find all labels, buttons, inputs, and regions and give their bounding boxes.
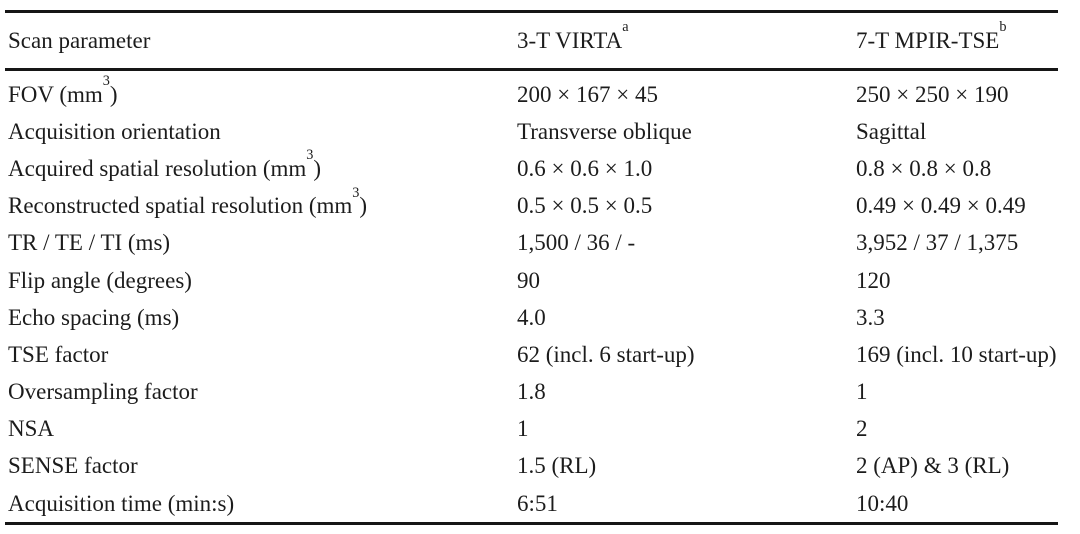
- table-row-acquisition-time: Acquisition time (min:s) 6:51 10:40: [5, 485, 1058, 522]
- table-row-reconstructed-resolution: Reconstructed spatial resolution (mm3) 0…: [5, 184, 1058, 225]
- param-label: Echo spacing (ms): [8, 304, 180, 330]
- param-label: Flip angle (degrees): [8, 267, 192, 293]
- table-header-row: Scan parameter 3-T VIRTAa 7-T MPIR-TSEb: [5, 13, 1058, 68]
- table-bottom-rule: [5, 522, 1058, 526]
- param-label: TSE factor: [8, 341, 109, 367]
- param-label: Acquisition time (min:s): [8, 490, 235, 516]
- value-3t: 1: [517, 416, 529, 442]
- value-3t: 62 (incl. 6 start-up): [517, 341, 695, 367]
- param-label: FOV (mm3): [8, 73, 118, 107]
- value-7t: 250 × 250 × 190: [856, 81, 1009, 107]
- table-row-flip-angle: Flip angle (degrees) 90 120: [5, 262, 1058, 299]
- value-7t: 0.8 × 0.8 × 0.8: [856, 155, 992, 181]
- param-label: Acquisition orientation: [8, 118, 221, 144]
- scan-parameters-table: Scan parameter 3-T VIRTAa 7-T MPIR-TSEb …: [5, 10, 1058, 526]
- value-3t: 4.0: [517, 304, 546, 330]
- value-7t: 3.3: [856, 304, 885, 330]
- value-7t: 3,952 / 37 / 1,375: [856, 230, 1019, 256]
- param-label: SENSE factor: [8, 453, 138, 479]
- table-row-fov: FOV (mm3) 200 × 167 × 45 250 × 250 × 190: [5, 73, 1058, 113]
- param-label: Reconstructed spatial resolution (mm3): [8, 184, 368, 219]
- value-7t: Sagittal: [856, 118, 927, 144]
- header-scan-parameter-label: Scan parameter: [8, 27, 151, 53]
- header-scan-parameter: Scan parameter: [5, 28, 517, 54]
- param-label: Acquired spatial resolution (mm3): [8, 147, 322, 181]
- table-row-oversampling-factor: Oversampling factor 1.8 1: [5, 374, 1058, 411]
- table-row-tse-factor: TSE factor 62 (incl. 6 start-up) 169 (in…: [5, 336, 1058, 373]
- footnote-marker-b: b: [999, 19, 1007, 36]
- value-7t: 1: [856, 379, 868, 405]
- value-7t: 0.49 × 0.49 × 0.49: [856, 193, 1026, 219]
- value-7t: 10:40: [856, 490, 909, 516]
- table-body: FOV (mm3) 200 × 167 × 45 250 × 250 × 190…: [5, 71, 1058, 522]
- value-3t: 0.6 × 0.6 × 1.0: [517, 155, 653, 181]
- header-7t-mpir-tse: 7-T MPIR-TSEb: [856, 19, 1007, 53]
- value-3t: 90: [517, 267, 540, 293]
- table-row-tr-te-ti: TR / TE / TI (ms) 1,500 / 36 / - 3,952 /…: [5, 225, 1058, 262]
- value-7t: 169 (incl. 10 start-up): [856, 341, 1057, 367]
- value-3t: Transverse oblique: [517, 118, 692, 144]
- value-3t: 200 × 167 × 45: [517, 81, 658, 107]
- value-3t: 0.5 × 0.5 × 0.5: [517, 193, 653, 219]
- table-top-rule: [5, 10, 1058, 13]
- value-3t: 1.5 (RL): [517, 453, 597, 479]
- table-row-echo-spacing: Echo spacing (ms) 4.0 3.3: [5, 299, 1058, 336]
- table-row-nsa: NSA 1 2: [5, 411, 1058, 448]
- table-row-acquisition-orientation: Acquisition orientation Transverse obliq…: [5, 113, 1058, 150]
- table-row-sense-factor: SENSE factor 1.5 (RL) 2 (AP) & 3 (RL): [5, 448, 1058, 485]
- value-3t: 1,500 / 36 / -: [517, 230, 636, 256]
- value-7t: 120: [856, 267, 891, 293]
- value-7t: 2: [856, 416, 868, 442]
- param-label: Oversampling factor: [8, 379, 198, 405]
- param-label: TR / TE / TI (ms): [8, 230, 171, 256]
- table-header-rule: [5, 68, 1058, 71]
- superscript-3: 3: [352, 184, 360, 201]
- value-7t: 2 (AP) & 3 (RL): [856, 453, 1010, 479]
- value-3t: 1.8: [517, 379, 546, 405]
- superscript-3: 3: [306, 147, 314, 164]
- header-3t-virta: 3-T VIRTAa: [517, 19, 629, 53]
- superscript-3: 3: [102, 73, 110, 90]
- param-label: NSA: [8, 416, 55, 442]
- value-3t: 6:51: [517, 490, 558, 516]
- table-row-acquired-resolution: Acquired spatial resolution (mm3) 0.6 × …: [5, 147, 1058, 187]
- footnote-marker-a: a: [622, 19, 629, 36]
